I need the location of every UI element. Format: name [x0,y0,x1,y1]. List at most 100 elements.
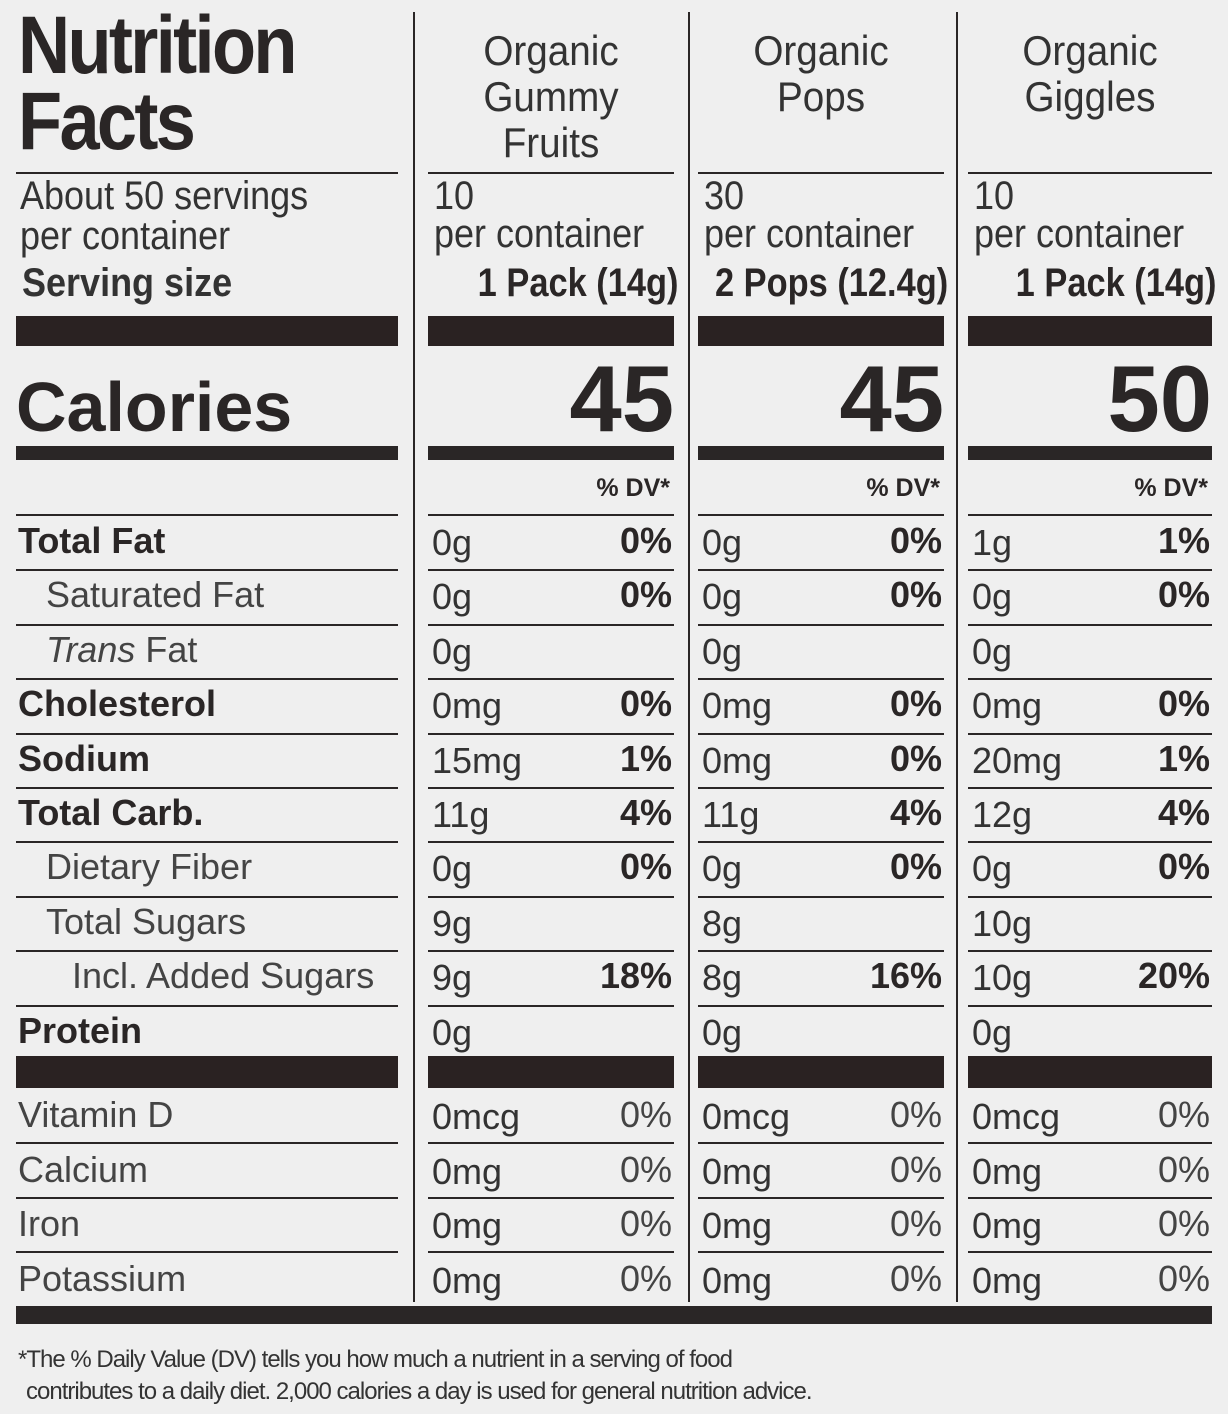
vitamin-amount: 0mcg [702,1096,791,1137]
row-divider [968,678,1212,681]
product-name-line: Fruits [502,119,600,166]
calories-value: 45 [569,346,674,451]
row-divider [16,787,398,789]
calories-divider-bar [698,446,944,460]
nutrient-amount: 0g [432,630,473,672]
header-divider [16,172,398,174]
row-divider [16,514,398,516]
row-divider [698,950,944,953]
vitamin-dv: 0% [619,1203,672,1244]
vitamin-amount: 0mg [972,1259,1043,1301]
nutrient-label: Total Fat [18,520,166,561]
vitamin-dv: 0% [619,1148,672,1190]
row-divider [428,732,674,735]
row-divider [968,950,1212,953]
column-divider [413,12,415,1302]
row-divider [428,678,674,681]
row-divider [698,732,944,735]
nutrient-dv: 0% [1157,574,1210,616]
nutrient-amount: 0g [972,576,1013,618]
header-divider [698,172,944,174]
bottom-bar [16,1306,1212,1324]
label-title: Nutrition Facts [18,5,388,167]
vitamin-dv: 0% [889,1257,942,1299]
row-divider [968,787,1212,789]
row-divider [968,623,1212,626]
vitamin-divider-bar [968,1056,1212,1088]
dv-header: % DV* [1134,474,1208,502]
vitamin-amount: 0mg [432,1205,503,1246]
serving-divider-bar [968,316,1212,346]
nutrient-dv: 0% [619,574,672,616]
nutrient-label: Dietary Fiber [46,846,253,888]
nutrient-amount: 0g [432,848,473,890]
product-name-line: Organic [483,27,619,74]
nutrient-dv: 0% [1157,683,1210,725]
nutrient-amount: 0g [432,1011,473,1053]
nutrient-dv: 16% [869,955,942,997]
nutrient-dv: 1% [619,737,672,779]
header-divider [968,172,1212,174]
nutrient-amount: 0mg [432,685,503,727]
vitamin-dv: 0% [1157,1203,1210,1244]
vitamin-amount: 0mg [432,1259,503,1301]
product-name-line: Gummy [483,73,619,120]
calories-value: 50 [1107,346,1212,451]
row-divider [428,1004,674,1007]
title-line-2: Facts [18,76,196,167]
serving-size-value: 1 Pack (14g) [1015,261,1216,305]
nutrient-amount: 9g [432,902,473,944]
row-divider [16,895,398,898]
row-divider [428,514,674,516]
row-divider [428,1196,674,1199]
nutrient-label: Cholesterol [18,683,217,725]
vitamin-amount: 0mcg [432,1096,521,1137]
row-divider [698,787,944,789]
vitamin-label: Calcium [18,1148,149,1190]
nutrient-amount: 0g [702,522,743,563]
row-divider [16,1251,398,1253]
calories-divider-bar [968,446,1212,460]
vitamin-dv: 0% [1157,1148,1210,1190]
nutrient-label: Saturated Fat [46,574,265,616]
row-divider [698,569,944,572]
nutrient-amount: 0g [432,522,473,563]
nutrient-amount: 0mg [972,685,1043,727]
dv-header: % DV* [866,474,940,502]
serving-divider-bar [16,316,398,346]
nutrient-label-text: Fat [135,628,198,670]
nutrient-amount: 0mg [702,739,773,781]
row-divider [16,1142,398,1144]
row-divider [428,623,674,626]
vitamin-label: Iron [18,1203,81,1244]
row-divider [968,1004,1212,1007]
row-divider [698,514,944,516]
row-divider [428,787,674,789]
row-divider [968,514,1212,516]
nutrient-amount: 9g [432,957,473,999]
nutrient-label-italic: Trans [46,628,136,670]
header-divider [428,172,674,174]
per-container-label: per container [704,212,915,256]
calories-label: Calories [16,368,293,446]
footnote-line-1: *The % Daily Value (DV) tells you how mu… [18,1346,733,1373]
nutrient-amount: 0g [702,848,743,890]
nutrient-label: Sodium [18,737,150,779]
per-container-count: 10 [434,174,475,218]
vitamin-amount: 0mg [702,1259,773,1301]
row-divider [428,1251,674,1253]
vitamin-divider-bar [698,1056,944,1088]
row-divider [968,1196,1212,1199]
nutrient-label: Total Carb. [18,792,204,833]
column-divider [956,12,958,1302]
calories-value: 45 [839,346,944,451]
nutrient-dv: 4% [1157,792,1210,833]
nutrient-amount: 0g [432,576,473,618]
nutrient-dv: 0% [619,846,672,888]
nutrient-dv: 0% [889,683,942,725]
footnote-line-2: contributes to a daily diet. 2,000 calor… [26,1378,813,1405]
vitamin-dv: 0% [889,1203,942,1244]
product-name-line: Organic [1022,27,1158,74]
serving-size-label: Serving size [22,261,233,305]
row-divider [968,569,1212,572]
